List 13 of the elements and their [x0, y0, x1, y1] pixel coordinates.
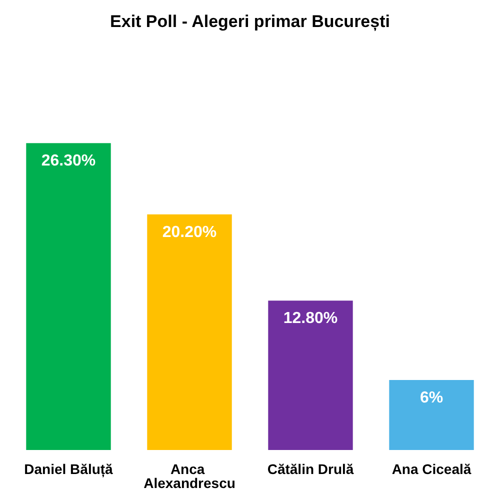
bar — [268, 300, 353, 450]
chart-title: Exit Poll - Alegeri primar București — [110, 12, 390, 31]
bar — [389, 380, 474, 450]
x-tick-label: Anca Alexandrescu — [144, 461, 236, 491]
data-label: 26.30% — [41, 152, 96, 170]
bar — [26, 143, 111, 450]
data-label: 6% — [420, 390, 444, 406]
x-tick-label: Cătălin Drulă — [267, 461, 354, 477]
data-label: 20.20% — [162, 224, 217, 241]
x-tick-label: Daniel Băluță — [24, 461, 114, 478]
data-label: 12.80% — [283, 310, 338, 328]
bar — [147, 214, 232, 450]
x-tick-label: Ana Ciceală — [392, 461, 472, 477]
